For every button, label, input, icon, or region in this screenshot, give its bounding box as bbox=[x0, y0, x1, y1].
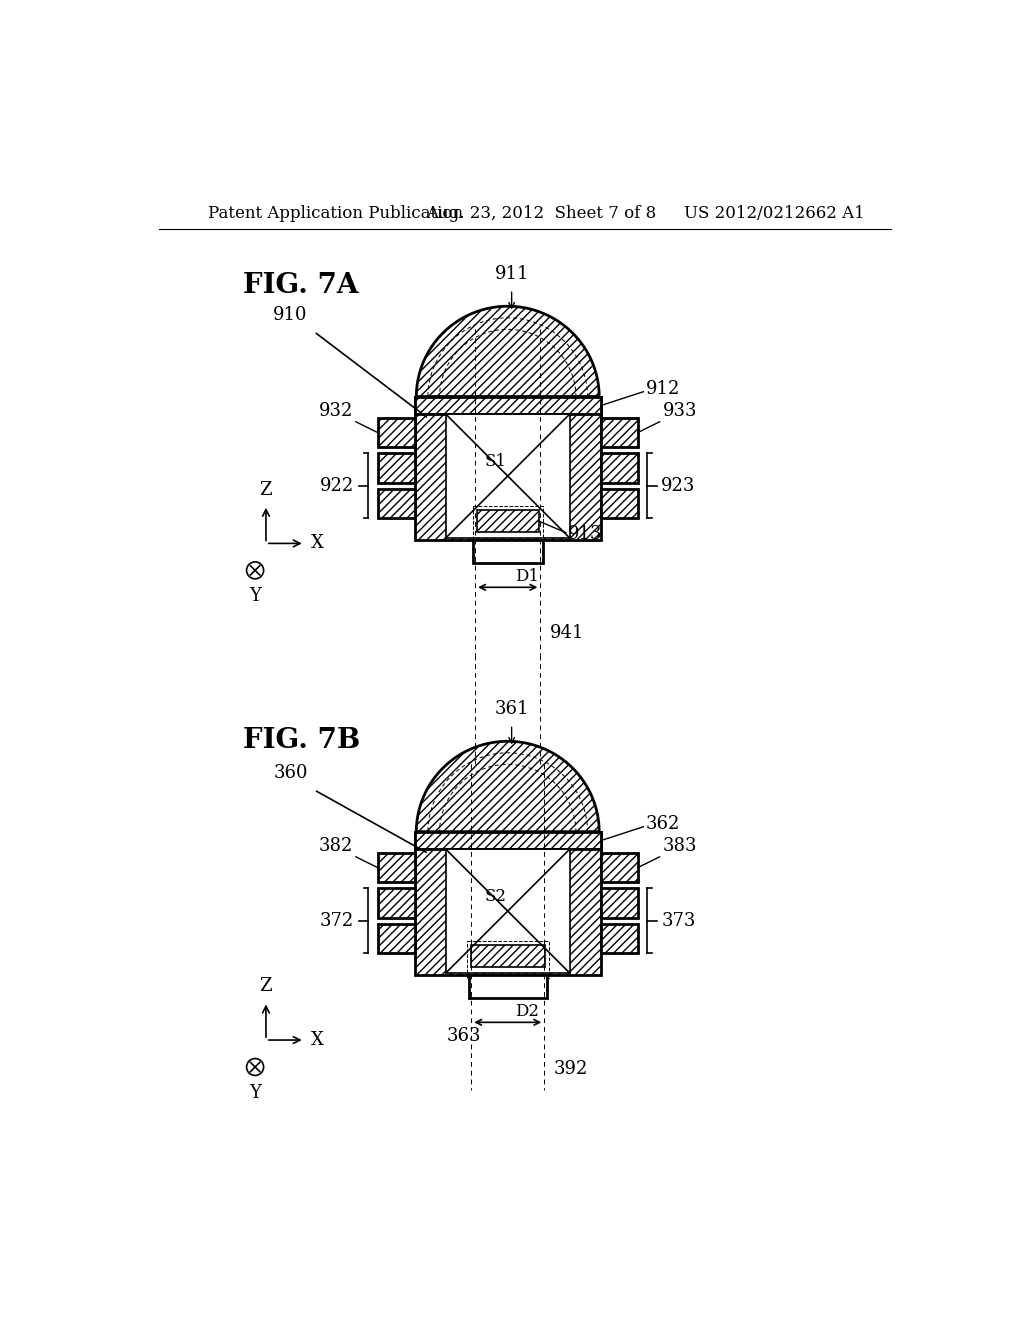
Polygon shape bbox=[417, 742, 599, 832]
Text: 361: 361 bbox=[495, 700, 528, 718]
Bar bbox=[601, 453, 638, 483]
Bar bbox=[445, 414, 569, 539]
Text: 373: 373 bbox=[662, 912, 695, 929]
Text: 922: 922 bbox=[321, 477, 354, 495]
Text: 362: 362 bbox=[646, 814, 680, 833]
Bar bbox=[467, 941, 549, 978]
Bar bbox=[601, 853, 638, 882]
Bar bbox=[415, 832, 601, 974]
Text: 911: 911 bbox=[495, 265, 528, 284]
Text: D1: D1 bbox=[515, 568, 540, 585]
Bar bbox=[473, 507, 543, 544]
Text: Z: Z bbox=[260, 977, 272, 995]
Bar bbox=[378, 453, 415, 483]
Bar bbox=[601, 418, 638, 447]
Text: 932: 932 bbox=[318, 403, 352, 420]
Text: Aug. 23, 2012  Sheet 7 of 8: Aug. 23, 2012 Sheet 7 of 8 bbox=[426, 206, 656, 222]
Bar bbox=[415, 397, 601, 540]
Text: 392: 392 bbox=[554, 1060, 588, 1077]
Text: 382: 382 bbox=[318, 837, 352, 855]
Text: FIG. 7B: FIG. 7B bbox=[243, 726, 360, 754]
Text: 372: 372 bbox=[321, 912, 354, 929]
Text: 912: 912 bbox=[646, 380, 680, 397]
Bar bbox=[378, 418, 415, 447]
Text: 363: 363 bbox=[446, 1027, 481, 1045]
Text: Y: Y bbox=[249, 1084, 261, 1102]
Text: 933: 933 bbox=[663, 403, 697, 420]
Text: Y: Y bbox=[249, 587, 261, 606]
Bar bbox=[601, 488, 638, 517]
Text: Z: Z bbox=[260, 480, 272, 499]
Text: 941: 941 bbox=[550, 624, 584, 643]
Text: 910: 910 bbox=[273, 306, 308, 323]
Text: S2: S2 bbox=[485, 887, 507, 904]
Bar bbox=[601, 888, 638, 917]
Bar bbox=[378, 888, 415, 917]
Bar bbox=[471, 945, 545, 966]
Bar bbox=[415, 832, 601, 849]
Text: X: X bbox=[311, 1031, 324, 1049]
Bar bbox=[477, 511, 539, 532]
Text: X: X bbox=[311, 535, 324, 552]
Polygon shape bbox=[417, 306, 599, 397]
Bar bbox=[378, 488, 415, 517]
Bar bbox=[415, 397, 601, 414]
Text: Patent Application Publication: Patent Application Publication bbox=[208, 206, 463, 222]
Text: 383: 383 bbox=[663, 837, 697, 855]
Text: FIG. 7A: FIG. 7A bbox=[243, 272, 358, 300]
Text: 913: 913 bbox=[567, 525, 602, 543]
Bar bbox=[378, 853, 415, 882]
Bar bbox=[445, 849, 569, 973]
Bar bbox=[378, 924, 415, 953]
Text: S1: S1 bbox=[485, 453, 507, 470]
Text: US 2012/0212662 A1: US 2012/0212662 A1 bbox=[684, 206, 865, 222]
Text: D2: D2 bbox=[515, 1003, 540, 1020]
Bar bbox=[601, 924, 638, 953]
Text: 360: 360 bbox=[273, 764, 308, 781]
Text: 923: 923 bbox=[662, 477, 695, 495]
Bar bbox=[473, 540, 543, 562]
Bar bbox=[469, 974, 547, 998]
